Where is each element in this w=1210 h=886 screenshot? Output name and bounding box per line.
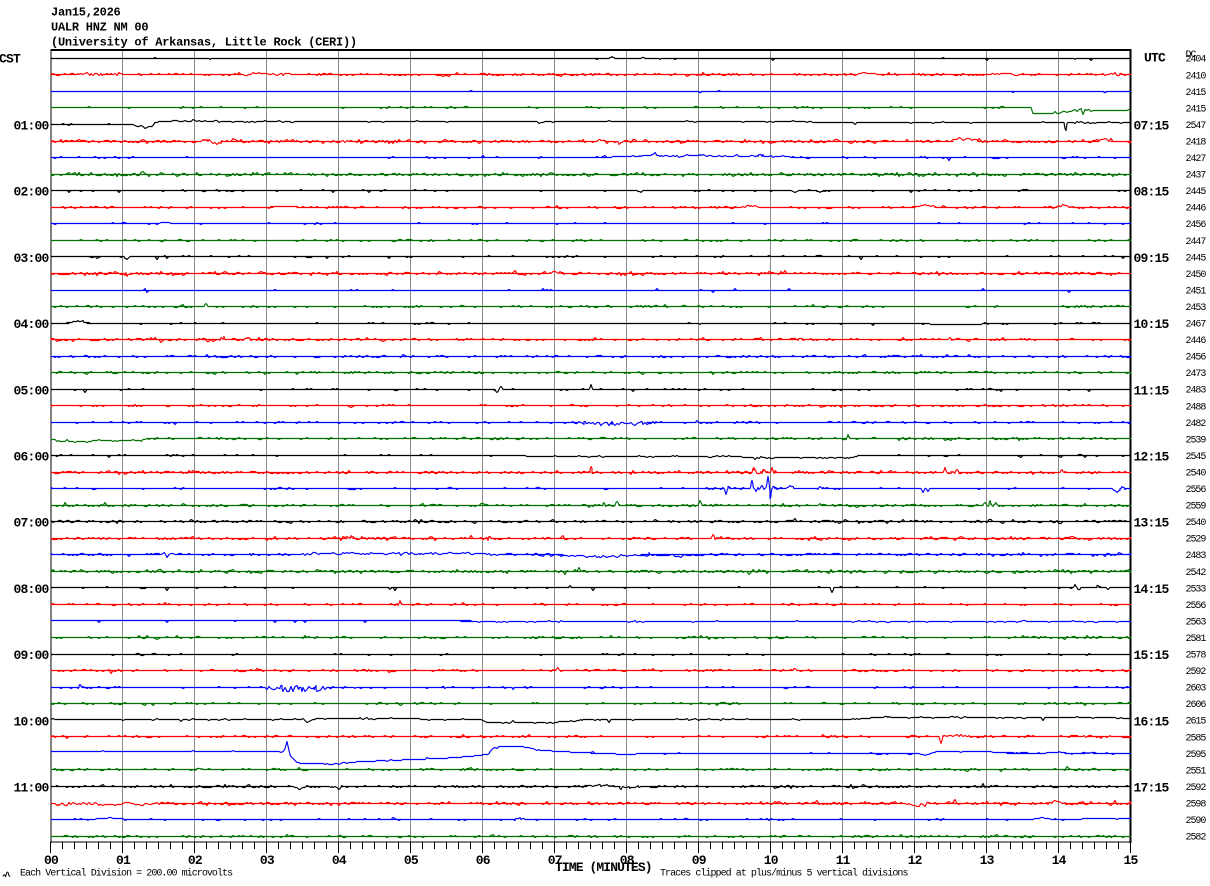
svg-text:08: 08: [620, 853, 635, 868]
svg-text:2551: 2551: [1186, 766, 1207, 777]
svg-text:UTC: UTC: [1144, 51, 1166, 66]
svg-text:2556: 2556: [1186, 485, 1207, 496]
svg-text:2556: 2556: [1186, 601, 1207, 612]
svg-text:2592: 2592: [1186, 783, 1207, 794]
svg-text:2539: 2539: [1186, 435, 1207, 446]
svg-text:04: 04: [332, 853, 347, 868]
svg-text:12:15: 12:15: [1134, 450, 1170, 465]
svg-text:2410: 2410: [1186, 71, 1207, 82]
svg-text:10:15: 10:15: [1134, 317, 1170, 332]
svg-text:03: 03: [260, 853, 275, 868]
svg-text:2456: 2456: [1186, 353, 1207, 364]
svg-text:2581: 2581: [1186, 634, 1207, 645]
svg-text:2467: 2467: [1186, 320, 1207, 331]
svg-text:01: 01: [116, 853, 131, 868]
svg-text:2592: 2592: [1186, 667, 1207, 678]
svg-text:2615: 2615: [1186, 717, 1207, 728]
svg-text:Jan15,2026: Jan15,2026: [51, 6, 121, 20]
svg-text:02: 02: [188, 853, 203, 868]
svg-text:2582: 2582: [1186, 833, 1207, 844]
svg-text:02:00: 02:00: [13, 185, 49, 200]
svg-text:2415: 2415: [1186, 88, 1207, 99]
svg-text:2547: 2547: [1186, 121, 1207, 132]
svg-text:11:00: 11:00: [13, 781, 49, 796]
svg-text:06: 06: [476, 853, 491, 868]
svg-text:(University of Arkansas, Littl: (University of Arkansas, Little Rock (CE…: [51, 36, 357, 50]
svg-text:08:15: 08:15: [1134, 185, 1170, 200]
svg-text:2483: 2483: [1186, 551, 1207, 562]
svg-text:01:00: 01:00: [13, 119, 49, 134]
svg-text:17:15: 17:15: [1134, 781, 1170, 796]
svg-text:05:00: 05:00: [13, 383, 49, 398]
svg-text:08:00: 08:00: [13, 582, 49, 597]
svg-text:2598: 2598: [1186, 799, 1207, 810]
svg-text:07: 07: [548, 853, 562, 868]
svg-text:09: 09: [692, 853, 707, 868]
svg-text:2447: 2447: [1186, 237, 1207, 248]
svg-text:15:15: 15:15: [1134, 648, 1170, 663]
svg-text:2578: 2578: [1186, 651, 1207, 662]
svg-text:2563: 2563: [1186, 617, 1207, 628]
svg-text:2529: 2529: [1186, 535, 1207, 546]
svg-text:2456: 2456: [1186, 220, 1207, 231]
svg-text:2473: 2473: [1186, 369, 1207, 380]
svg-text:Each Vertical Division = 200.: Each Vertical Division = 200.00 microvol…: [20, 868, 233, 880]
svg-text:13: 13: [980, 853, 995, 868]
svg-text:2437: 2437: [1186, 171, 1207, 182]
svg-text:2488: 2488: [1186, 402, 1207, 413]
svg-text:16:15: 16:15: [1134, 714, 1170, 729]
svg-text:2533: 2533: [1186, 584, 1207, 595]
svg-text:05: 05: [404, 853, 419, 868]
svg-text:2603: 2603: [1186, 684, 1207, 695]
svg-text:15: 15: [1124, 853, 1139, 868]
svg-text:2590: 2590: [1186, 816, 1207, 827]
svg-text:00: 00: [44, 853, 59, 868]
svg-text:2585: 2585: [1186, 733, 1207, 744]
svg-text:12: 12: [908, 853, 923, 868]
svg-text:2482: 2482: [1186, 419, 1207, 430]
svg-text:06:00: 06:00: [13, 450, 49, 465]
svg-text:2453: 2453: [1186, 303, 1207, 314]
svg-text:2606: 2606: [1186, 700, 1207, 711]
svg-text:2450: 2450: [1186, 270, 1207, 281]
svg-text:2445: 2445: [1186, 253, 1207, 264]
svg-text:2446: 2446: [1186, 204, 1207, 215]
svg-text:UALR HNZ NM 00: UALR HNZ NM 00: [51, 21, 148, 35]
svg-text:2595: 2595: [1186, 750, 1207, 761]
svg-text:2483: 2483: [1186, 386, 1207, 397]
svg-text:2446: 2446: [1186, 336, 1207, 347]
svg-text:DC: DC: [1186, 50, 1197, 61]
svg-text:04:00: 04:00: [13, 317, 49, 332]
svg-text:2545: 2545: [1186, 452, 1207, 463]
svg-text:03:00: 03:00: [13, 251, 49, 266]
svg-text:TIME (MINUTES): TIME (MINUTES): [555, 860, 652, 875]
svg-text:2427: 2427: [1186, 154, 1207, 165]
svg-text:2445: 2445: [1186, 187, 1207, 198]
svg-text:09:15: 09:15: [1134, 251, 1170, 266]
svg-text:11:15: 11:15: [1134, 383, 1170, 398]
svg-text:09:00: 09:00: [13, 648, 49, 663]
svg-text:14:15: 14:15: [1134, 582, 1170, 597]
svg-text:CST: CST: [0, 52, 21, 67]
svg-text:2404: 2404: [1186, 55, 1207, 66]
svg-text:13:15: 13:15: [1134, 516, 1170, 531]
svg-text:Traces clipped at plus/minus 5: Traces clipped at plus/minus 5 vertical …: [660, 868, 908, 880]
svg-text:07:15: 07:15: [1134, 119, 1170, 134]
svg-text:2540: 2540: [1186, 518, 1207, 529]
svg-text:14: 14: [1052, 853, 1067, 868]
svg-text:2418: 2418: [1186, 137, 1207, 148]
svg-text:2540: 2540: [1186, 468, 1207, 479]
svg-text:10: 10: [764, 853, 779, 868]
svg-text:07:00: 07:00: [13, 516, 49, 531]
svg-text:2415: 2415: [1186, 104, 1207, 115]
svg-text:11: 11: [836, 853, 851, 868]
svg-text:2559: 2559: [1186, 502, 1207, 513]
svg-text:2542: 2542: [1186, 568, 1207, 579]
svg-text:2451: 2451: [1186, 286, 1207, 297]
svg-text:10:00: 10:00: [13, 714, 49, 729]
